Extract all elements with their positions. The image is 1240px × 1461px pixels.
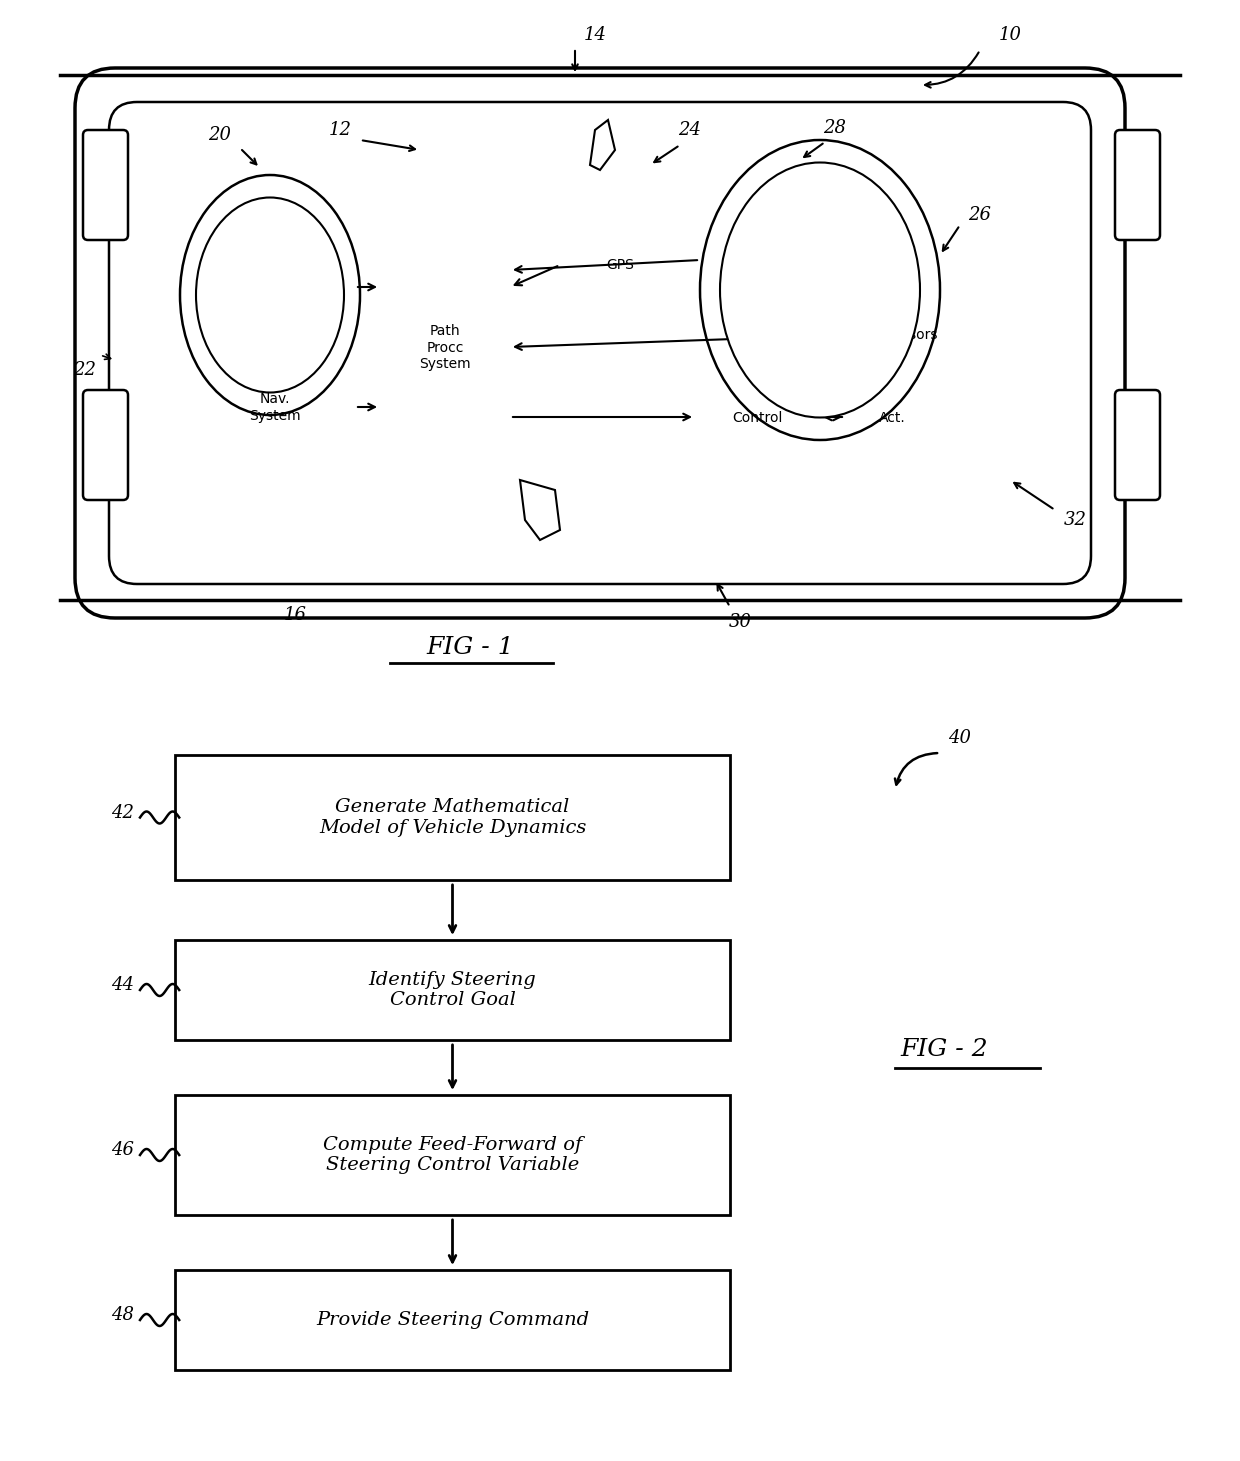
FancyBboxPatch shape — [1115, 390, 1159, 500]
FancyBboxPatch shape — [83, 390, 128, 500]
Text: Identify Steering
Control Goal: Identify Steering Control Goal — [368, 970, 537, 1010]
Text: 40: 40 — [949, 729, 971, 747]
Ellipse shape — [720, 162, 920, 418]
Text: FIG - 2: FIG - 2 — [900, 1039, 987, 1062]
Text: 16: 16 — [284, 606, 306, 624]
FancyBboxPatch shape — [560, 221, 680, 310]
FancyBboxPatch shape — [74, 69, 1125, 618]
FancyBboxPatch shape — [175, 1270, 730, 1370]
Text: GPS: GPS — [606, 259, 634, 272]
FancyBboxPatch shape — [195, 235, 355, 340]
FancyBboxPatch shape — [379, 229, 510, 465]
Ellipse shape — [701, 140, 940, 440]
FancyBboxPatch shape — [694, 380, 820, 454]
FancyBboxPatch shape — [109, 102, 1091, 584]
Text: 30: 30 — [729, 614, 751, 631]
Text: Control: Control — [733, 411, 782, 425]
Text: 20: 20 — [208, 126, 232, 145]
Text: 48: 48 — [112, 1306, 134, 1324]
Text: 46: 46 — [112, 1141, 134, 1159]
Text: 24: 24 — [678, 121, 702, 139]
Text: 14: 14 — [584, 26, 606, 44]
FancyBboxPatch shape — [701, 210, 820, 310]
Text: 12: 12 — [329, 121, 351, 139]
Text: Compute Feed-Forward of
Steering Control Variable: Compute Feed-Forward of Steering Control… — [322, 1135, 582, 1175]
Text: 44: 44 — [112, 976, 134, 993]
Text: Provide Steering Command: Provide Steering Command — [316, 1311, 589, 1330]
Text: FIG - 1: FIG - 1 — [427, 637, 513, 659]
Text: Path
Procc
System: Path Procc System — [419, 324, 471, 371]
FancyBboxPatch shape — [175, 939, 730, 1040]
Text: 28: 28 — [823, 118, 847, 137]
Text: 26: 26 — [968, 206, 992, 224]
FancyBboxPatch shape — [83, 130, 128, 240]
FancyBboxPatch shape — [175, 755, 730, 880]
Text: Veh.
Dyn.: Veh. Dyn. — [744, 245, 776, 275]
FancyBboxPatch shape — [195, 359, 355, 454]
FancyBboxPatch shape — [1115, 130, 1159, 240]
Text: Sensors: Sensors — [883, 329, 937, 342]
Text: Map
Database: Map Database — [242, 272, 309, 302]
FancyBboxPatch shape — [175, 1094, 730, 1216]
Text: 22: 22 — [73, 361, 97, 378]
Polygon shape — [590, 120, 615, 169]
Text: 10: 10 — [998, 26, 1022, 44]
Polygon shape — [520, 481, 560, 541]
Text: 42: 42 — [112, 804, 134, 821]
Ellipse shape — [180, 175, 360, 415]
Text: Generate Mathematical
Model of Vehicle Dynamics: Generate Mathematical Model of Vehicle D… — [319, 798, 587, 837]
Text: Act.: Act. — [879, 411, 906, 425]
Text: 32: 32 — [1064, 511, 1086, 529]
Text: Nav.
System: Nav. System — [249, 393, 301, 422]
Ellipse shape — [196, 197, 343, 393]
FancyBboxPatch shape — [844, 380, 940, 454]
FancyBboxPatch shape — [844, 289, 975, 380]
